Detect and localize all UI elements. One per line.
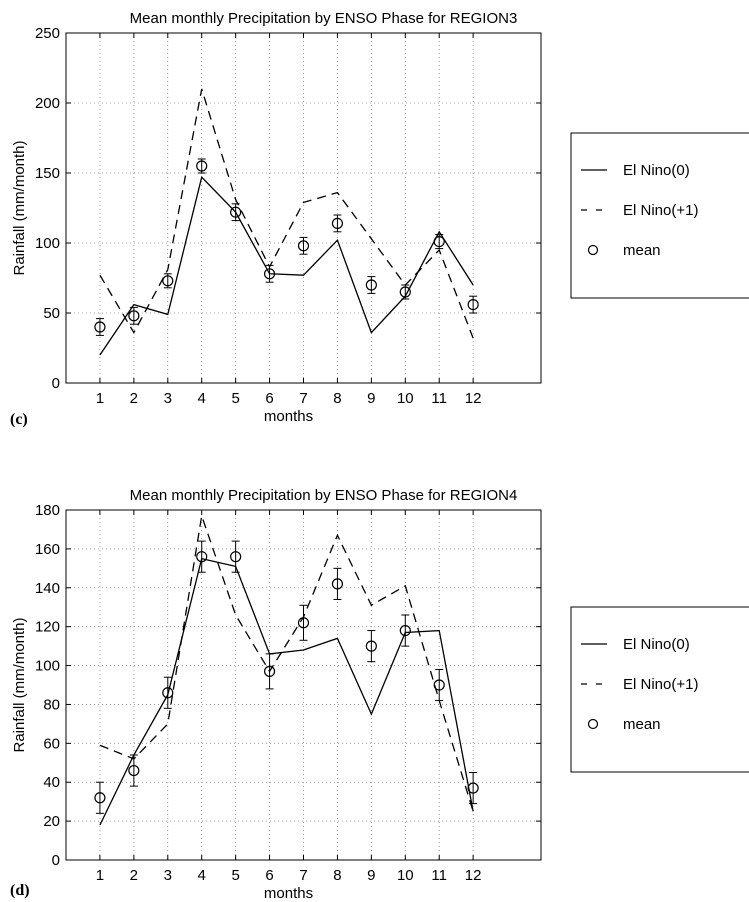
y-tick-label: 20	[43, 813, 60, 830]
x-tick-label: 7	[299, 867, 307, 884]
x-tick-label: 6	[265, 390, 273, 407]
legend-label: El Nino(0)	[623, 636, 690, 653]
x-tick-label: 6	[265, 867, 273, 884]
legend-label: El Nino(+1)	[623, 676, 698, 693]
mean-point	[263, 665, 276, 677]
legend-marker-mean	[587, 718, 599, 730]
mean-point	[196, 160, 208, 172]
x-tick-label: 11	[431, 390, 447, 407]
x-tick-label: 4	[198, 867, 206, 884]
legend: El Nino(0) El Nino(+1) mean	[570, 606, 749, 773]
y-tick-label: 200	[35, 95, 60, 112]
x-axis-label: months	[264, 885, 313, 902]
plot-area	[65, 509, 542, 861]
x-tick-label: 12	[465, 390, 482, 407]
x-axis-label: months	[264, 408, 313, 425]
y-axis-label: Rainfall (mm/month)	[11, 140, 28, 275]
x-tick-label: 1	[96, 867, 104, 884]
y-tick-label: 0	[52, 852, 60, 869]
y-tick-label: 180	[35, 502, 60, 519]
y-tick-label: 50	[43, 305, 60, 322]
mean-point	[433, 236, 445, 248]
legend-label: El Nino(0)	[623, 162, 690, 179]
y-axis-label: Rainfall (mm/month)	[11, 617, 28, 752]
y-tick-label: 120	[35, 619, 60, 636]
x-tick-label: 10	[397, 390, 414, 407]
x-tick-label: 10	[397, 867, 414, 884]
x-tick-label: 9	[367, 867, 375, 884]
x-tick-label: 2	[130, 867, 138, 884]
mean-point	[331, 217, 344, 229]
mean-point	[399, 286, 411, 298]
mean-point	[128, 764, 140, 777]
x-tick-label: 12	[465, 867, 482, 884]
x-tick-label: 1	[96, 390, 104, 407]
y-tick-label: 60	[43, 735, 60, 752]
legend-label: El Nino(+1)	[623, 202, 698, 219]
x-tick-label: 3	[164, 867, 172, 884]
mean-point	[263, 268, 276, 280]
el-nino-plus1-line	[99, 88, 474, 339]
mean-point	[331, 578, 344, 590]
x-tick-label: 2	[130, 390, 138, 407]
mean-point	[433, 679, 445, 691]
mean-point	[94, 792, 106, 804]
y-tick-label: 250	[35, 25, 60, 42]
x-tick-label: 5	[231, 867, 239, 884]
mean-point	[196, 551, 208, 563]
mean-point	[162, 275, 174, 287]
mean-point	[365, 640, 377, 652]
x-tick-label: 3	[164, 390, 172, 407]
mean-point	[162, 687, 174, 699]
legend-box	[570, 132, 749, 299]
y-tick-label: 160	[35, 541, 60, 558]
el-nino-0-line	[99, 175, 474, 356]
mean-point	[128, 310, 140, 322]
chart-title: Mean monthly Precipitation by ENSO Phase…	[130, 10, 518, 27]
y-tick-label: 140	[35, 580, 60, 597]
y-tick-label: 100	[35, 658, 60, 675]
y-tick-label: 100	[35, 235, 60, 252]
el-nino-plus1-line	[99, 515, 474, 812]
x-tick-label: 8	[333, 390, 341, 407]
mean-point	[297, 240, 310, 252]
x-tick-label: 8	[333, 867, 341, 884]
mean-point	[230, 206, 242, 218]
legend-marker-mean	[587, 244, 599, 256]
x-tick-label: 11	[431, 867, 447, 884]
mean-point	[365, 279, 377, 291]
chart-panel-d: 1 2 3 4 5 6 7 8 9 10 11 12020406080100120140160180M…	[10, 487, 749, 902]
x-tick-label: 5	[231, 390, 239, 407]
mean-point	[230, 551, 242, 563]
legend-label: mean	[623, 242, 661, 259]
mean-point	[297, 617, 310, 629]
mean-point	[399, 624, 411, 637]
panel-label: (d)	[10, 882, 30, 899]
mean-point	[467, 782, 479, 794]
x-tick-label: 9	[367, 390, 375, 407]
y-tick-label: 0	[52, 375, 60, 392]
chart-title: Mean monthly Precipitation by ENSO Phase…	[130, 487, 518, 504]
y-tick-label: 150	[35, 165, 60, 182]
legend: El Nino(0) El Nino(+1) mean	[570, 132, 749, 299]
y-tick-label: 40	[43, 774, 60, 791]
legend-box	[570, 606, 749, 773]
panel-label: (c)	[10, 411, 28, 428]
plot-area	[65, 32, 542, 384]
x-tick-label: 4	[198, 390, 206, 407]
x-tick-label: 7	[299, 390, 307, 407]
el-nino-0-line	[99, 557, 474, 826]
mean-point	[94, 321, 106, 333]
y-tick-label: 80	[43, 696, 60, 713]
mean-point	[467, 299, 479, 311]
legend-label: mean	[623, 716, 661, 733]
